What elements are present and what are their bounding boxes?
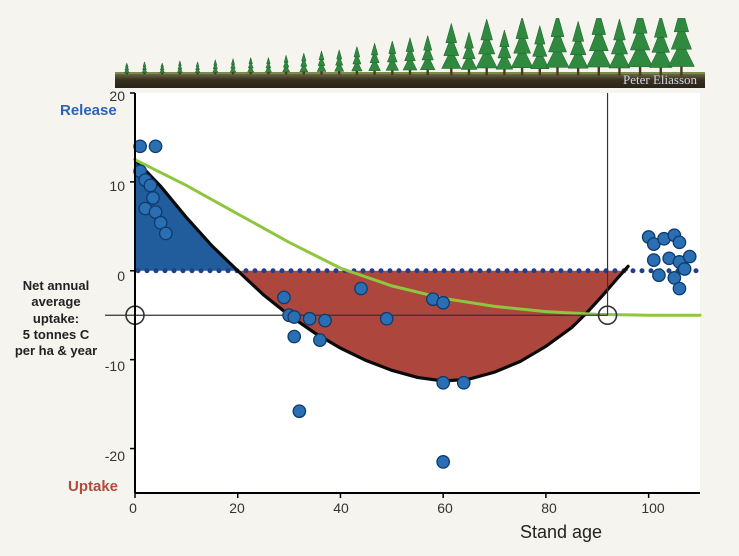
annot-line-2: uptake: — [33, 311, 79, 326]
ytick-m20: -20 — [85, 448, 125, 464]
x-axis-title: Stand age — [520, 522, 602, 543]
illustrator-credit: Peter Eliasson — [623, 72, 697, 88]
ytick-10: 10 — [85, 178, 125, 194]
uptake-label: Uptake — [68, 478, 118, 495]
annot-line-3: 5 tonnes C — [23, 327, 89, 342]
xtick-20: 20 — [222, 500, 252, 516]
xtick-80: 80 — [534, 500, 564, 516]
release-label: Release — [60, 102, 117, 119]
annot-line-4: per ha & year — [15, 343, 97, 358]
annot-line-0: Net annual — [23, 278, 89, 293]
xtick-60: 60 — [430, 500, 460, 516]
xtick-40: 40 — [326, 500, 356, 516]
ytick-m10: -10 — [85, 358, 125, 374]
carbon-flux-chart — [130, 88, 705, 498]
forest-illustration — [115, 18, 705, 88]
xtick-0: 0 — [118, 500, 148, 516]
annot-line-1: average — [31, 294, 80, 309]
xtick-100: 100 — [638, 500, 668, 516]
ytick-20: 20 — [85, 88, 125, 104]
trees-svg — [115, 18, 705, 88]
net-average-annotation: Net annual average uptake: 5 tonnes C pe… — [4, 278, 108, 359]
